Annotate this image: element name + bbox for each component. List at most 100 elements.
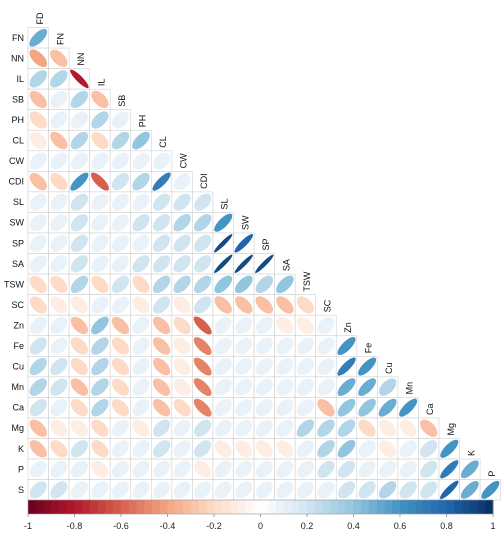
ellipse-mg-sp [255, 419, 273, 437]
ellipse-sl-cl [152, 193, 171, 211]
col-label-mn: Mn [405, 382, 415, 395]
colorbar-segment [206, 500, 215, 514]
colorbar-segment [415, 500, 424, 514]
ellipse-p-il [91, 460, 109, 478]
colorbar-segment [35, 500, 44, 514]
ellipse-mn-sa [276, 378, 294, 396]
ellipse-tsw-sa [276, 275, 294, 294]
col-label-il: IL [96, 79, 106, 87]
ellipse-k-sb [112, 440, 129, 458]
col-label-ph: PH [138, 115, 148, 128]
ellipse-sa-il [91, 255, 109, 273]
ellipse-fe-sc [317, 337, 335, 355]
ellipse-zn-cdi [193, 316, 212, 335]
ellipse-ca-mn [399, 398, 418, 417]
ellipse-s-cu [378, 481, 397, 499]
ellipse-p-cu [379, 460, 397, 478]
ellipse-fe-il [91, 337, 109, 355]
ellipse-k-tsw [296, 440, 314, 458]
ellipse-s-sa [276, 481, 294, 499]
ellipse-k-mn [399, 440, 417, 458]
ellipse-cdi-sb [111, 173, 130, 191]
ellipse-ca-sw [235, 399, 253, 417]
ellipse-p-sa [276, 460, 294, 478]
ellipse-ca-tsw [296, 399, 314, 417]
ellipse-k-il [91, 440, 109, 458]
ellipse-tsw-il [91, 275, 109, 293]
ellipse-sw-cw [173, 214, 191, 232]
ellipse-s-sb [112, 481, 129, 499]
ellipse-zn-il [91, 316, 109, 335]
colorbar-segment [59, 500, 68, 514]
ellipse-ca-sb [111, 399, 130, 417]
ellipse-ca-ph [132, 399, 150, 417]
ellipse-sl-fn [50, 193, 68, 211]
colorbar-segment [51, 500, 60, 514]
colorbar-segment [128, 500, 137, 514]
ellipse-p-mn [399, 460, 417, 478]
ellipse-sa-cl [152, 255, 171, 273]
ellipse-fe-sp [255, 337, 273, 355]
ellipse-k-nn [70, 440, 88, 458]
ellipse-ca-fd [29, 399, 47, 417]
colorbar-segment [369, 500, 378, 514]
ellipse-sb-fd [29, 90, 47, 109]
ellipse-s-il [91, 481, 109, 499]
colorbar-segment [97, 500, 106, 514]
colorbar-segment [113, 500, 122, 514]
colorbar-segment [159, 500, 168, 514]
colorbar-segment [407, 500, 416, 514]
ellipse-ca-cu [378, 398, 397, 417]
ellipse-mn-nn [70, 378, 89, 396]
ellipse-sl-nn [70, 193, 88, 211]
colorbar-segment [198, 500, 207, 514]
ellipse-mn-zn [337, 378, 356, 397]
ellipse-p-sc [317, 460, 335, 478]
ellipse-cl-ph [132, 131, 150, 150]
ellipse-cu-sb [111, 357, 130, 376]
ellipse-fe-ph [132, 337, 150, 355]
col-label-nn: NN [76, 53, 86, 66]
ellipse-k-cdi [194, 440, 212, 458]
ellipse-sc-tsw [296, 296, 315, 314]
ellipse-p-cdi [194, 460, 212, 478]
ellipse-sc-fd [29, 296, 47, 314]
ellipse-sc-fn [50, 296, 68, 314]
ellipse-fe-sl [214, 337, 232, 355]
ellipse-sw-nn [70, 214, 88, 232]
ellipse-p-cw [173, 460, 191, 478]
ellipse-cu-fe [358, 357, 377, 376]
ellipse-sw-fn [50, 214, 68, 232]
colorbar-segment [431, 500, 440, 514]
col-label-zn: Zn [343, 322, 353, 333]
ellipse-sc-ph [132, 296, 150, 314]
col-label-cl: CL [158, 136, 168, 148]
ellipse-s-cw [173, 481, 191, 499]
ellipse-fe-fn [50, 337, 68, 355]
colorbar-segment [485, 500, 494, 514]
ellipse-ph-il [91, 111, 109, 129]
ellipse-zn-sw [235, 317, 253, 334]
row-label-cu: Cu [12, 362, 24, 372]
ellipse-sl-fd [29, 193, 47, 211]
ellipse-sp-sl [214, 234, 233, 253]
colorbar-segment [345, 500, 354, 514]
col-label-sl: SL [220, 198, 230, 209]
ellipse-ca-fe [358, 398, 376, 417]
colorbar-segment [400, 500, 409, 514]
ellipse-fe-sb [111, 337, 130, 355]
ellipse-mn-fe [358, 378, 376, 397]
row-label-mn: Mn [11, 382, 24, 392]
ellipse-sc-sw [235, 296, 253, 314]
ellipse-fe-cl [152, 337, 171, 355]
ellipse-zn-cl [152, 316, 171, 335]
colorbar-segment [477, 500, 486, 514]
ellipse-fn-fd [29, 28, 48, 47]
column-labels: FD FN NN IL SB PH CL CW CDI SL SW SP SA TSW SC Zn Fe Cu Mn… [35, 12, 497, 477]
ellipse-mn-fd [29, 378, 47, 396]
ellipse-s-nn [70, 481, 88, 499]
ellipse-cu-sa [276, 358, 294, 376]
ellipse-mg-ca [420, 419, 438, 437]
ellipse-cu-fn [50, 357, 68, 376]
ellipse-k-sp [255, 440, 273, 458]
